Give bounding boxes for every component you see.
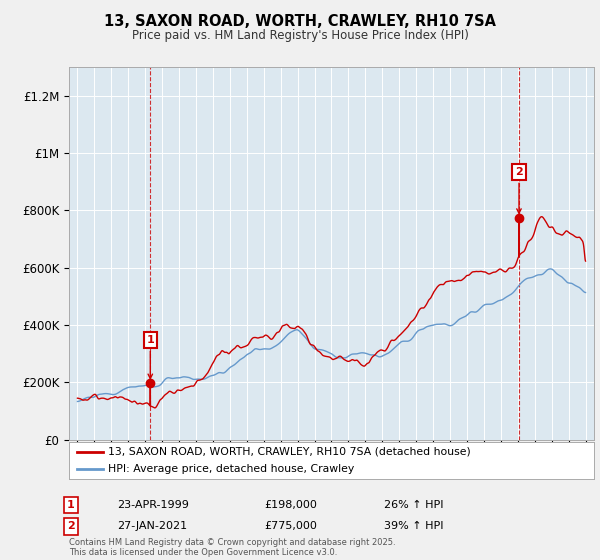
- Text: Price paid vs. HM Land Registry's House Price Index (HPI): Price paid vs. HM Land Registry's House …: [131, 29, 469, 42]
- Text: 1: 1: [67, 500, 74, 510]
- Text: 23-APR-1999: 23-APR-1999: [117, 500, 189, 510]
- Text: 2: 2: [515, 167, 523, 213]
- Text: 27-JAN-2021: 27-JAN-2021: [117, 521, 187, 531]
- Text: 2: 2: [67, 521, 74, 531]
- Text: 13, SAXON ROAD, WORTH, CRAWLEY, RH10 7SA: 13, SAXON ROAD, WORTH, CRAWLEY, RH10 7SA: [104, 14, 496, 29]
- Text: 1: 1: [146, 335, 154, 379]
- Text: 39% ↑ HPI: 39% ↑ HPI: [384, 521, 443, 531]
- Text: £775,000: £775,000: [264, 521, 317, 531]
- Text: 13, SAXON ROAD, WORTH, CRAWLEY, RH10 7SA (detached house): 13, SAXON ROAD, WORTH, CRAWLEY, RH10 7SA…: [109, 447, 471, 457]
- Text: HPI: Average price, detached house, Crawley: HPI: Average price, detached house, Craw…: [109, 464, 355, 474]
- Text: Contains HM Land Registry data © Crown copyright and database right 2025.
This d: Contains HM Land Registry data © Crown c…: [69, 538, 395, 557]
- Text: £198,000: £198,000: [264, 500, 317, 510]
- Text: 26% ↑ HPI: 26% ↑ HPI: [384, 500, 443, 510]
